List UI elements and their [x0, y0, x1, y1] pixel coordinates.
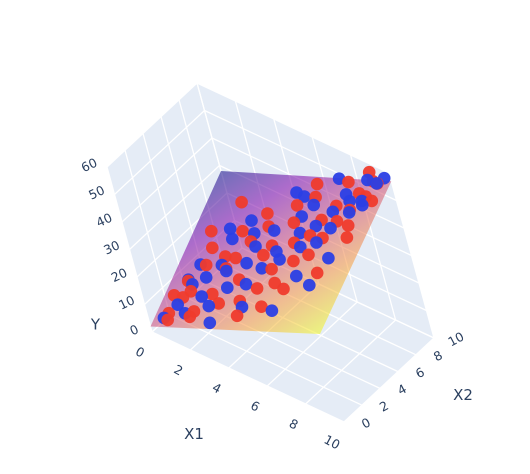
data-point-blue — [199, 271, 213, 284]
data-point-blue — [303, 278, 316, 292]
axis-title-x2: X2 — [453, 386, 473, 404]
grid-line-floor-x — [266, 301, 358, 387]
data-point-red — [310, 177, 324, 191]
tick-label-x1: 4 — [210, 380, 224, 397]
data-point-blue — [220, 264, 233, 278]
tick-label-x2: 10 — [445, 329, 466, 350]
data-point-red — [161, 313, 174, 327]
data-point-red — [206, 287, 219, 301]
data-point-red — [265, 262, 278, 276]
data-point-red — [302, 248, 315, 262]
data-point-red — [287, 216, 301, 229]
data-point-blue — [249, 240, 262, 253]
data-point-blue — [342, 206, 356, 219]
data-point-blue — [226, 232, 239, 246]
data-point-blue — [307, 198, 321, 212]
data-point-red — [183, 310, 197, 324]
data-points — [157, 165, 391, 330]
data-point-blue — [239, 277, 253, 291]
tick-label-x2: 8 — [431, 347, 445, 364]
data-point-blue — [298, 190, 311, 203]
data-point-red — [365, 194, 379, 208]
data-point-red — [310, 266, 324, 280]
axis-title-x1: X1 — [184, 425, 204, 443]
data-point-blue — [245, 214, 258, 227]
data-point-red — [261, 207, 274, 220]
tick-label-x2: 2 — [377, 398, 391, 415]
data-point-blue — [240, 256, 253, 270]
data-point-red — [342, 175, 355, 189]
grid-line-floor-x — [305, 319, 397, 405]
tick-label-x1: 6 — [248, 398, 262, 415]
data-point-red — [236, 224, 249, 238]
axis-titles: X1 X2 Y — [90, 316, 473, 444]
data-point-red — [255, 300, 268, 314]
tick-label-y: 40 — [94, 210, 115, 230]
tick-label-y: 10 — [116, 292, 137, 312]
data-point-red — [205, 224, 218, 238]
data-point-blue — [267, 224, 281, 237]
data-point-blue — [221, 281, 234, 295]
tick-label-x1: 0 — [133, 344, 147, 361]
data-point-blue — [326, 205, 340, 219]
data-point-blue — [171, 298, 184, 312]
data-point-red — [212, 297, 225, 310]
tick-label-y: 30 — [101, 237, 122, 257]
tick-label-x1: 2 — [171, 362, 185, 379]
grid-line-floor-y — [151, 331, 345, 423]
data-point-blue — [202, 299, 216, 313]
tick-label-x2: 4 — [395, 381, 409, 398]
data-point-red — [290, 199, 304, 212]
data-point-red — [277, 282, 290, 296]
data-point-blue — [356, 198, 369, 212]
tick-label-x1: 8 — [287, 416, 301, 433]
data-point-blue — [203, 316, 217, 330]
tick-label-y: 60 — [79, 155, 100, 175]
data-point-red — [287, 254, 300, 268]
grid-line-floor-x — [343, 337, 435, 423]
tick-label-x1: 10 — [322, 432, 343, 453]
data-point-blue — [293, 226, 307, 240]
tick-label-y: 20 — [109, 265, 130, 285]
data-point-red — [229, 251, 242, 265]
data-point-red — [206, 241, 219, 255]
data-point-blue — [255, 262, 269, 275]
data-point-red — [257, 248, 270, 262]
data-point-blue — [309, 219, 323, 233]
grid-line-left-z — [129, 165, 220, 250]
data-point-red — [235, 195, 248, 209]
data-point-blue — [324, 221, 337, 235]
grid-line-floor-y — [169, 314, 363, 406]
data-point-red — [341, 219, 355, 232]
data-point-red — [340, 231, 354, 244]
tick-label-y: 0 — [127, 321, 141, 338]
data-point-blue — [294, 240, 307, 254]
grid-line-left-z — [114, 110, 205, 195]
data-point-red — [199, 258, 213, 272]
data-point-blue — [290, 269, 303, 283]
axis-title-y: Y — [90, 316, 101, 334]
tick-label-y: 50 — [86, 182, 107, 202]
data-point-red — [250, 282, 264, 295]
grid-line-back-z — [196, 82, 390, 174]
data-point-blue — [370, 177, 383, 190]
data-point-blue — [310, 236, 323, 249]
data-point-blue — [343, 194, 356, 208]
data-point-blue — [223, 222, 237, 236]
data-point-blue — [265, 304, 279, 318]
data-point-blue — [322, 251, 335, 265]
tick-label-x2: 0 — [359, 415, 373, 432]
grid-line-left-z — [106, 82, 198, 168]
tick-label-x2: 6 — [413, 364, 427, 381]
data-point-blue — [273, 253, 286, 266]
data-point-red — [230, 309, 244, 323]
grid-line-left-z — [121, 137, 213, 223]
data-point-blue — [195, 290, 208, 303]
